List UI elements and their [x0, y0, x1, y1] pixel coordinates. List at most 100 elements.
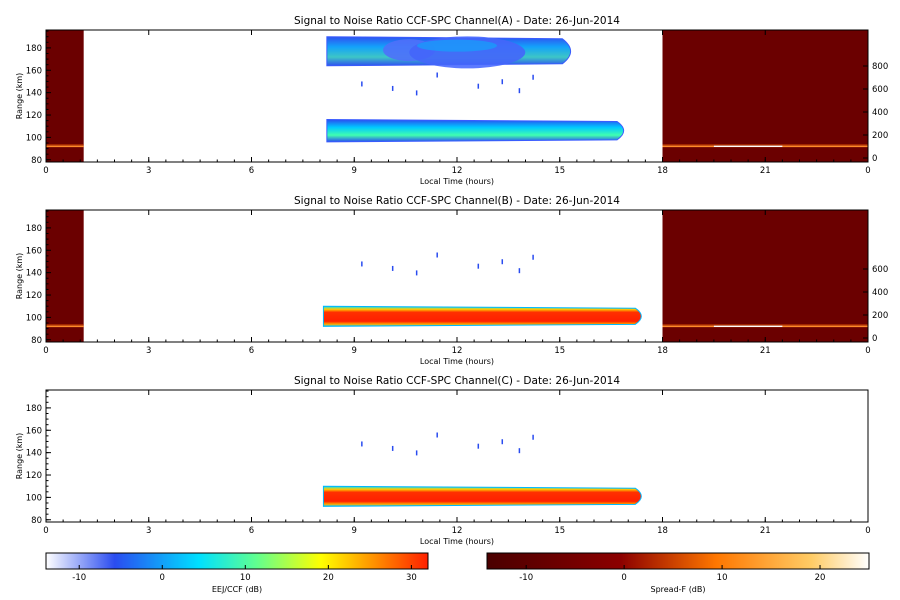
x-tick-label: 0 — [865, 526, 870, 536]
y-tick-label: 100 — [26, 133, 42, 143]
y-tick-label: 140 — [26, 449, 42, 459]
y-tick-label: 100 — [26, 313, 42, 323]
y2-tick-label: 200 — [872, 131, 888, 141]
x-tick-label: 0 — [865, 166, 870, 176]
y-tick-label: 80 — [31, 156, 42, 166]
y-tick-label: 120 — [26, 111, 42, 121]
echo-speck — [532, 254, 534, 260]
x-tick-label: 21 — [760, 346, 771, 356]
echo-speck — [415, 90, 418, 96]
spread-f-block — [46, 210, 84, 342]
y-tick-label: 180 — [26, 224, 42, 234]
x-tick-label: 12 — [452, 526, 463, 536]
x-tick-label: 9 — [352, 526, 357, 536]
y-tick-label: 120 — [26, 471, 42, 481]
x-tick-label: 15 — [554, 166, 565, 176]
panel-b: 0 3 6 9 12 15 18 21 0801001201401601800200400600… — [15, 195, 888, 366]
y-tick-label: 80 — [31, 516, 42, 526]
y2-tick-label: 0 — [872, 154, 877, 164]
x-tick-label: 0 — [43, 526, 48, 536]
y-tick-label: 80 — [31, 336, 42, 346]
chart-title: Signal to Noise Ratio CCF-SPC Channel(B)… — [294, 195, 620, 207]
y2-tick-label: 600 — [872, 85, 888, 95]
y-axis-label: Range (km) — [15, 253, 24, 300]
x-tick-label: 15 — [554, 526, 565, 536]
x-tick-label: 0 — [865, 346, 870, 356]
colorbar-eej: -10 0 10 20 30 EEJ/CCF (dB) — [45, 552, 429, 594]
x-tick-label: 12 — [452, 346, 463, 356]
y2-tick-label: 200 — [872, 311, 888, 321]
y2-tick-label: 400 — [872, 288, 888, 298]
colorbar-label: Spread-F (dB) — [650, 585, 705, 594]
x-tick-label: 6 — [249, 526, 254, 536]
colorbar-tick-label: -10 — [519, 573, 533, 583]
echo-speck — [532, 434, 534, 440]
y-tick-label: 100 — [26, 493, 42, 503]
x-tick-label: 0 — [43, 166, 48, 176]
echo-speck — [501, 439, 504, 445]
colorbar-gradient — [486, 552, 870, 570]
y2-tick-label: 0 — [872, 334, 877, 344]
x-tick-label: 18 — [657, 346, 668, 356]
x-tick-label: 3 — [146, 346, 151, 356]
y2-tick-label: 600 — [872, 265, 888, 275]
echo-speck — [477, 83, 480, 89]
x-tick-label: 6 — [249, 346, 254, 356]
x-tick-label: 12 — [452, 166, 463, 176]
eej-layer — [326, 36, 571, 66]
colorbar-spread-f: -10 0 10 20 Spread-F (dB) — [486, 552, 870, 594]
x-axis-label: Local Time (hours) — [420, 357, 494, 366]
x-tick-label: 0 — [43, 346, 48, 356]
spread-f-block — [662, 210, 868, 342]
y-tick-label: 140 — [26, 89, 42, 99]
echo-speck — [415, 270, 418, 276]
echo-speck — [391, 265, 394, 271]
eej-layer — [322, 305, 642, 327]
y-tick-label: 140 — [26, 269, 42, 279]
echo-speck — [391, 445, 394, 451]
colorbar-tick-label: 20 — [323, 573, 334, 583]
y-tick-label: 180 — [26, 404, 42, 414]
chart-title: Signal to Noise Ratio CCF-SPC Channel(A)… — [294, 15, 620, 27]
spread-f-block — [662, 30, 868, 162]
panel-a: 0 3 6 9 12 15 18 21 0801001201401601800200400600… — [15, 15, 888, 186]
echo-speck — [436, 72, 438, 78]
x-axis-label: Local Time (hours) — [420, 537, 494, 546]
colorbar-gradient — [45, 552, 429, 570]
x-tick-label: 21 — [760, 166, 771, 176]
echo-speck — [361, 81, 363, 87]
x-tick-label: 3 — [146, 526, 151, 536]
echo-speck — [436, 432, 438, 438]
eej-layer — [326, 118, 625, 143]
echo-speck — [361, 261, 363, 267]
echo-speck — [436, 252, 438, 258]
echo-speck — [391, 85, 394, 91]
y2-tick-label: 800 — [872, 62, 888, 72]
colorbar-tick-label: 20 — [815, 573, 826, 583]
y-tick-label: 160 — [26, 246, 42, 256]
x-tick-label: 6 — [249, 166, 254, 176]
x-tick-label: 9 — [352, 346, 357, 356]
y-tick-label: 120 — [26, 291, 42, 301]
y-axis-label: Range (km) — [15, 433, 24, 480]
echo-speck — [518, 448, 521, 454]
echo-speck — [415, 450, 418, 456]
echo-speck — [501, 79, 504, 85]
y-axis-label: Range (km) — [15, 73, 24, 120]
echo-speck — [477, 263, 480, 269]
echo-speck — [518, 268, 521, 274]
echo-speck — [532, 74, 534, 80]
x-tick-label: 18 — [657, 526, 668, 536]
colorbar-tick-label: -10 — [72, 573, 86, 583]
x-tick-label: 15 — [554, 346, 565, 356]
y-tick-label: 160 — [26, 426, 42, 436]
x-tick-label: 3 — [146, 166, 151, 176]
echo-speck — [501, 259, 504, 265]
x-tick-label: 9 — [352, 166, 357, 176]
spread-f-block — [46, 30, 84, 162]
y-tick-label: 180 — [26, 44, 42, 54]
colorbar-label: EEJ/CCF (dB) — [212, 585, 262, 594]
x-tick-label: 21 — [760, 526, 771, 536]
